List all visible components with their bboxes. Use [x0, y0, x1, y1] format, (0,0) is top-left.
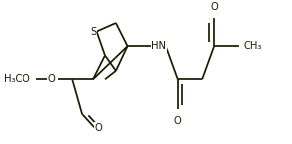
Text: O: O [95, 123, 102, 133]
Text: O: O [48, 74, 56, 84]
Text: O: O [174, 116, 182, 126]
Text: CH₃: CH₃ [244, 41, 263, 51]
Text: O: O [22, 74, 29, 84]
Text: S: S [90, 26, 97, 37]
Text: HN: HN [151, 41, 166, 51]
Text: H₃C: H₃C [4, 74, 22, 84]
Text: O: O [210, 2, 218, 12]
